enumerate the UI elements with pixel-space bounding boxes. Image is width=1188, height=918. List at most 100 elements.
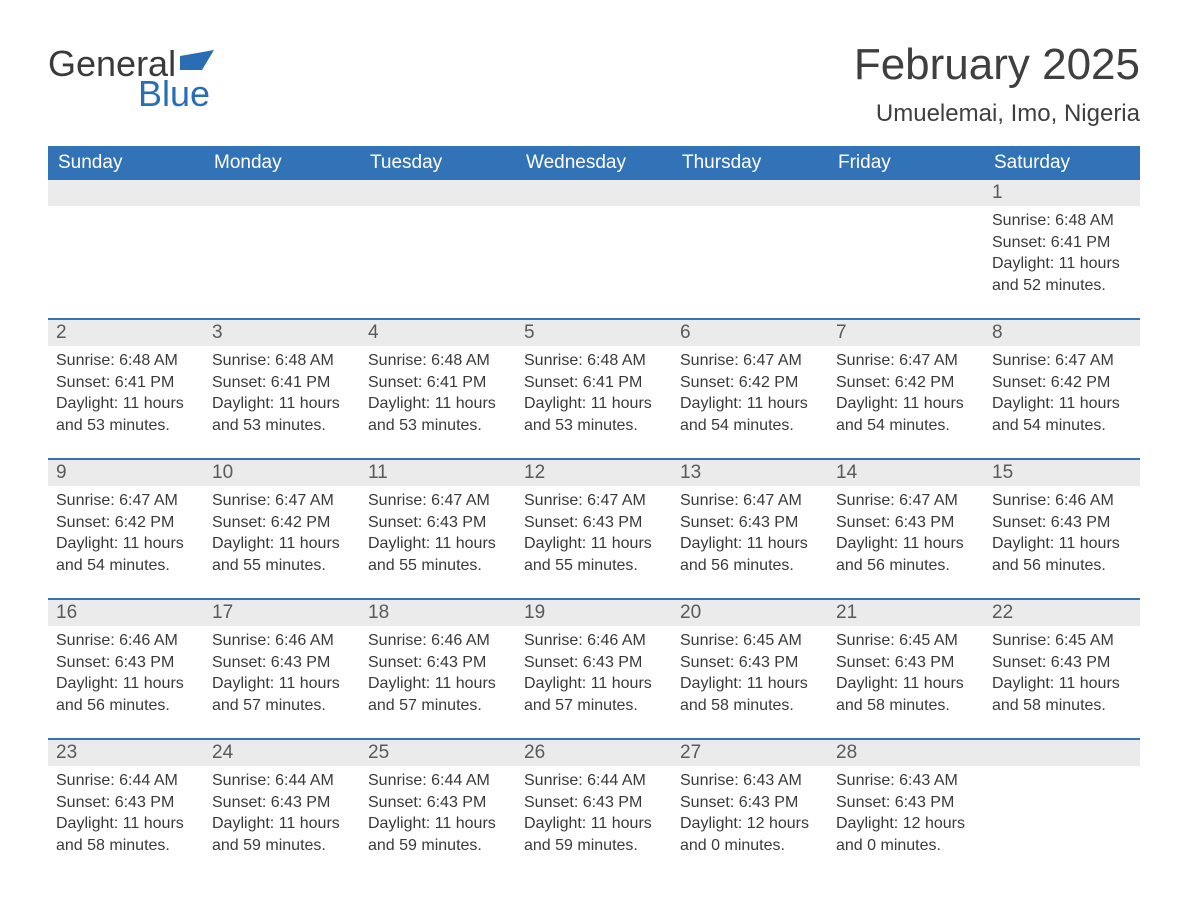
sunset-line: Sunset: 6:43 PM	[680, 652, 820, 674]
sunrise-line: Sunrise: 6:44 AM	[524, 770, 664, 792]
daylight-line: Daylight: 11 hours and 53 minutes.	[368, 393, 508, 436]
daylight-line: Daylight: 11 hours and 56 minutes.	[680, 533, 820, 576]
day-details: Sunrise: 6:48 AMSunset: 6:41 PMDaylight:…	[48, 346, 204, 444]
sunrise-line: Sunrise: 6:43 AM	[680, 770, 820, 792]
day-number: 17	[204, 600, 360, 626]
calendar-cell: 21Sunrise: 6:45 AMSunset: 6:43 PMDayligh…	[828, 600, 984, 738]
day-details: Sunrise: 6:47 AMSunset: 6:42 PMDaylight:…	[984, 346, 1140, 444]
sunrise-line: Sunrise: 6:47 AM	[836, 490, 976, 512]
daylight-line: Daylight: 12 hours and 0 minutes.	[836, 813, 976, 856]
day-number: 8	[984, 320, 1140, 346]
calendar-cell: 26Sunrise: 6:44 AMSunset: 6:43 PMDayligh…	[516, 740, 672, 878]
calendar-head: SundayMondayTuesdayWednesdayThursdayFrid…	[48, 146, 1140, 180]
sunset-line: Sunset: 6:43 PM	[680, 512, 820, 534]
calendar-row: 9Sunrise: 6:47 AMSunset: 6:42 PMDaylight…	[48, 460, 1140, 598]
daylight-line: Daylight: 11 hours and 52 minutes.	[992, 253, 1132, 296]
day-details: Sunrise: 6:45 AMSunset: 6:43 PMDaylight:…	[828, 626, 984, 724]
day-number: 21	[828, 600, 984, 626]
daylight-line: Daylight: 11 hours and 54 minutes.	[836, 393, 976, 436]
sunset-line: Sunset: 6:42 PM	[56, 512, 196, 534]
day-number: 14	[828, 460, 984, 486]
daylight-line: Daylight: 11 hours and 54 minutes.	[680, 393, 820, 436]
calendar-cell: 12Sunrise: 6:47 AMSunset: 6:43 PMDayligh…	[516, 460, 672, 598]
sunrise-line: Sunrise: 6:44 AM	[56, 770, 196, 792]
day-number: 7	[828, 320, 984, 346]
daylight-line: Daylight: 11 hours and 59 minutes.	[524, 813, 664, 856]
day-number: 10	[204, 460, 360, 486]
sunrise-line: Sunrise: 6:47 AM	[680, 350, 820, 372]
calendar-cell: 23Sunrise: 6:44 AMSunset: 6:43 PMDayligh…	[48, 740, 204, 878]
sunset-line: Sunset: 6:43 PM	[368, 652, 508, 674]
day-details: Sunrise: 6:47 AMSunset: 6:43 PMDaylight:…	[828, 486, 984, 584]
calendar-cell: 10Sunrise: 6:47 AMSunset: 6:42 PMDayligh…	[204, 460, 360, 598]
daylight-line: Daylight: 11 hours and 58 minutes.	[56, 813, 196, 856]
day-number-empty	[672, 180, 828, 206]
calendar-cell: 2Sunrise: 6:48 AMSunset: 6:41 PMDaylight…	[48, 320, 204, 458]
calendar-cell	[984, 740, 1140, 878]
day-number: 4	[360, 320, 516, 346]
sunset-line: Sunset: 6:41 PM	[992, 232, 1132, 254]
calendar-cell: 1Sunrise: 6:48 AMSunset: 6:41 PMDaylight…	[984, 180, 1140, 318]
daylight-line: Daylight: 11 hours and 53 minutes.	[524, 393, 664, 436]
calendar-cell	[672, 180, 828, 318]
calendar-row: 2Sunrise: 6:48 AMSunset: 6:41 PMDaylight…	[48, 320, 1140, 458]
day-number-empty	[360, 180, 516, 206]
page-header: General Blue February 2025 Umuelemai, Im…	[48, 40, 1140, 128]
day-details: Sunrise: 6:44 AMSunset: 6:43 PMDaylight:…	[48, 766, 204, 864]
title-block: February 2025 Umuelemai, Imo, Nigeria	[854, 40, 1140, 128]
daylight-line: Daylight: 11 hours and 54 minutes.	[56, 533, 196, 576]
daylight-line: Daylight: 11 hours and 55 minutes.	[212, 533, 352, 576]
calendar-cell: 28Sunrise: 6:43 AMSunset: 6:43 PMDayligh…	[828, 740, 984, 878]
day-number: 12	[516, 460, 672, 486]
calendar-cell: 8Sunrise: 6:47 AMSunset: 6:42 PMDaylight…	[984, 320, 1140, 458]
day-header: Tuesday	[360, 146, 516, 180]
sunset-line: Sunset: 6:41 PM	[368, 372, 508, 394]
day-details: Sunrise: 6:47 AMSunset: 6:43 PMDaylight:…	[516, 486, 672, 584]
sunrise-line: Sunrise: 6:48 AM	[56, 350, 196, 372]
sunset-line: Sunset: 6:41 PM	[212, 372, 352, 394]
daylight-line: Daylight: 11 hours and 54 minutes.	[992, 393, 1132, 436]
day-details: Sunrise: 6:47 AMSunset: 6:42 PMDaylight:…	[672, 346, 828, 444]
sunrise-line: Sunrise: 6:48 AM	[212, 350, 352, 372]
brand-word2: Blue	[138, 76, 214, 112]
daylight-line: Daylight: 11 hours and 59 minutes.	[212, 813, 352, 856]
calendar-body: 1Sunrise: 6:48 AMSunset: 6:41 PMDaylight…	[48, 180, 1140, 878]
day-number: 1	[984, 180, 1140, 206]
daylight-line: Daylight: 11 hours and 58 minutes.	[992, 673, 1132, 716]
day-number-empty	[984, 740, 1140, 766]
sunrise-line: Sunrise: 6:46 AM	[992, 490, 1132, 512]
sunset-line: Sunset: 6:43 PM	[524, 792, 664, 814]
daylight-line: Daylight: 11 hours and 53 minutes.	[56, 393, 196, 436]
sunset-line: Sunset: 6:43 PM	[836, 652, 976, 674]
day-number: 15	[984, 460, 1140, 486]
sunset-line: Sunset: 6:43 PM	[836, 792, 976, 814]
daylight-line: Daylight: 11 hours and 59 minutes.	[368, 813, 508, 856]
calendar-cell: 7Sunrise: 6:47 AMSunset: 6:42 PMDaylight…	[828, 320, 984, 458]
month-title: February 2025	[854, 40, 1140, 90]
sunrise-line: Sunrise: 6:47 AM	[212, 490, 352, 512]
sunset-line: Sunset: 6:43 PM	[836, 512, 976, 534]
sunset-line: Sunset: 6:43 PM	[524, 652, 664, 674]
day-number: 6	[672, 320, 828, 346]
sunset-line: Sunset: 6:42 PM	[992, 372, 1132, 394]
daylight-line: Daylight: 12 hours and 0 minutes.	[680, 813, 820, 856]
day-details: Sunrise: 6:45 AMSunset: 6:43 PMDaylight:…	[984, 626, 1140, 724]
calendar-row: 1Sunrise: 6:48 AMSunset: 6:41 PMDaylight…	[48, 180, 1140, 318]
daylight-line: Daylight: 11 hours and 57 minutes.	[212, 673, 352, 716]
day-header: Wednesday	[516, 146, 672, 180]
calendar-cell: 5Sunrise: 6:48 AMSunset: 6:41 PMDaylight…	[516, 320, 672, 458]
sunset-line: Sunset: 6:43 PM	[992, 512, 1132, 534]
sunset-line: Sunset: 6:43 PM	[992, 652, 1132, 674]
calendar-cell: 27Sunrise: 6:43 AMSunset: 6:43 PMDayligh…	[672, 740, 828, 878]
day-number: 16	[48, 600, 204, 626]
day-details: Sunrise: 6:46 AMSunset: 6:43 PMDaylight:…	[204, 626, 360, 724]
daylight-line: Daylight: 11 hours and 57 minutes.	[524, 673, 664, 716]
day-number: 13	[672, 460, 828, 486]
day-details: Sunrise: 6:48 AMSunset: 6:41 PMDaylight:…	[204, 346, 360, 444]
day-details: Sunrise: 6:47 AMSunset: 6:43 PMDaylight:…	[672, 486, 828, 584]
day-details: Sunrise: 6:46 AMSunset: 6:43 PMDaylight:…	[48, 626, 204, 724]
calendar-row: 16Sunrise: 6:46 AMSunset: 6:43 PMDayligh…	[48, 600, 1140, 738]
sunset-line: Sunset: 6:43 PM	[524, 512, 664, 534]
calendar-cell: 17Sunrise: 6:46 AMSunset: 6:43 PMDayligh…	[204, 600, 360, 738]
day-details: Sunrise: 6:46 AMSunset: 6:43 PMDaylight:…	[516, 626, 672, 724]
